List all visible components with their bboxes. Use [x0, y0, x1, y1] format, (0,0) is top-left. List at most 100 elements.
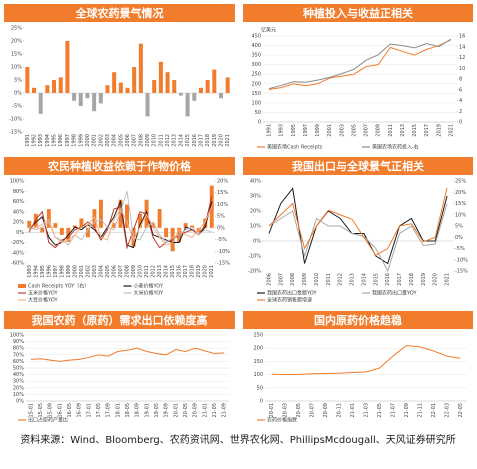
- legend-label: 美国农场Cash Receipts: [267, 144, 323, 151]
- x-tick-label: 2010: [138, 265, 144, 278]
- x-tick-label: 2015: [373, 273, 379, 286]
- y-tick-label: 20%: [250, 209, 261, 215]
- x-tick-label: 2013: [157, 265, 163, 278]
- y2-tick-label: 4: [459, 98, 462, 104]
- x-tick-label: 2003: [92, 265, 98, 278]
- y2-tick-label: -15%: [455, 269, 468, 275]
- x-tick-label: 2005: [105, 265, 111, 278]
- x-tick-label: 1995: [52, 134, 58, 147]
- line: [28, 199, 213, 249]
- y-tick-label: 25%: [11, 26, 22, 32]
- y2-tick-label: 8: [459, 77, 462, 83]
- bar: [105, 85, 110, 93]
- y-tick-label: -15%: [9, 130, 22, 136]
- line: [271, 345, 461, 376]
- x-tick-label: 2015: [170, 265, 176, 278]
- x-tick-label: 1999: [78, 134, 84, 147]
- x-tick-label: 2001: [79, 265, 85, 278]
- bar: [27, 220, 32, 228]
- y-tick-label: 20%: [13, 220, 24, 226]
- x-tick-label: 1993: [279, 124, 285, 137]
- y2-tick-label: 10%: [217, 202, 228, 208]
- x-tick-label: 1992: [32, 134, 38, 147]
- legend-label: 农药价格指数: [267, 417, 297, 424]
- panel-title: 我国农药（原药）需求出口依赖度高: [32, 313, 208, 327]
- bar: [138, 43, 143, 93]
- bar: [158, 61, 163, 93]
- y-tick-label: 100%: [10, 179, 25, 185]
- x-tick-label: 2011: [388, 124, 394, 137]
- x-tick-label: 2015: [412, 124, 418, 137]
- line: [268, 187, 448, 256]
- x-tick-label: 1997: [53, 265, 59, 278]
- legend-label: 大米价格YOY: [134, 290, 164, 297]
- line: [268, 187, 448, 265]
- panel-header: [4, 157, 235, 175]
- y2-tick-label: -10%: [455, 257, 468, 263]
- y-tick-label: 0: [260, 399, 263, 405]
- x-tick-label: 2021: [225, 134, 231, 147]
- x-tick-label: 16-01: [57, 403, 63, 418]
- y-tick-label: 200: [253, 346, 263, 352]
- x-tick-label: 2001: [92, 134, 98, 147]
- legend-label: 全球农药销售额增速: [267, 297, 312, 304]
- x-tick-label: 17-01: [86, 403, 92, 418]
- panel-header: [4, 4, 235, 22]
- x-tick-label: 2012: [338, 273, 344, 286]
- bar: [45, 85, 50, 93]
- y2-tick-label: 25%: [455, 179, 466, 185]
- bar: [157, 209, 162, 228]
- panel-header: [243, 4, 473, 22]
- bar: [32, 87, 37, 93]
- x-tick-label: 20-07: [310, 403, 316, 418]
- y-tick-label: -5%: [12, 104, 22, 110]
- x-tick-label: 2002: [98, 134, 104, 147]
- legend-label: 出口占原药产量比: [28, 417, 68, 424]
- x-tick-label: 2009: [145, 134, 151, 147]
- y-tick-label: 50: [255, 110, 261, 116]
- y-tick-label: -10%: [248, 254, 261, 260]
- bar: [212, 69, 217, 93]
- y2-tick-label: 12: [459, 55, 465, 61]
- bar: [85, 93, 90, 99]
- x-tick-label: 2016: [177, 265, 183, 278]
- panel-header: [243, 157, 473, 175]
- bar: [225, 77, 230, 93]
- x-tick-label: 2017: [183, 265, 189, 278]
- y-tick-label: -20%: [11, 240, 24, 246]
- bar: [198, 87, 203, 93]
- x-tick-label: 1994: [45, 134, 51, 147]
- y2-tick-label: 0%: [455, 235, 463, 241]
- x-tick-label: 2006: [125, 134, 131, 147]
- x-tick-label: 21-09: [404, 403, 410, 418]
- x-tick-label: 2006: [111, 265, 117, 278]
- x-tick-label: 21-01: [350, 403, 356, 418]
- x-tick-label: 2012: [151, 265, 157, 278]
- x-tick-label: 2007: [278, 273, 284, 286]
- bar: [183, 223, 188, 228]
- legend-label: 小麦价格YOY: [134, 283, 164, 290]
- y-tick-label: 30%: [13, 379, 24, 385]
- x-tick-label: 21-01: [202, 403, 208, 418]
- y2-tick-label: 5%: [217, 214, 225, 220]
- x-tick-label: 2004: [112, 134, 118, 147]
- y2-tick-label: 0%: [217, 225, 225, 231]
- x-tick-label: 21-09: [222, 403, 228, 418]
- x-tick-label: 2008: [138, 134, 144, 147]
- x-tick-label: 21-11: [417, 403, 423, 418]
- panel-header: [4, 311, 235, 329]
- y-tick-label: -40%: [11, 250, 24, 256]
- x-tick-label: 2010: [314, 273, 320, 286]
- bar: [40, 227, 45, 233]
- x-tick-label: 2004: [98, 265, 104, 278]
- x-tick-label: 20-01: [173, 403, 179, 418]
- x-tick-label: 1991: [25, 134, 31, 147]
- bar: [72, 93, 77, 101]
- y-tick-label: 450: [251, 34, 261, 40]
- x-tick-label: 2005: [351, 124, 357, 137]
- y2-tick-label: 0: [459, 120, 462, 126]
- x-tick-label: 2008: [290, 273, 296, 286]
- y-tick-label: 10%: [11, 65, 22, 71]
- line: [30, 347, 225, 362]
- x-tick-label: 20-03: [283, 403, 289, 418]
